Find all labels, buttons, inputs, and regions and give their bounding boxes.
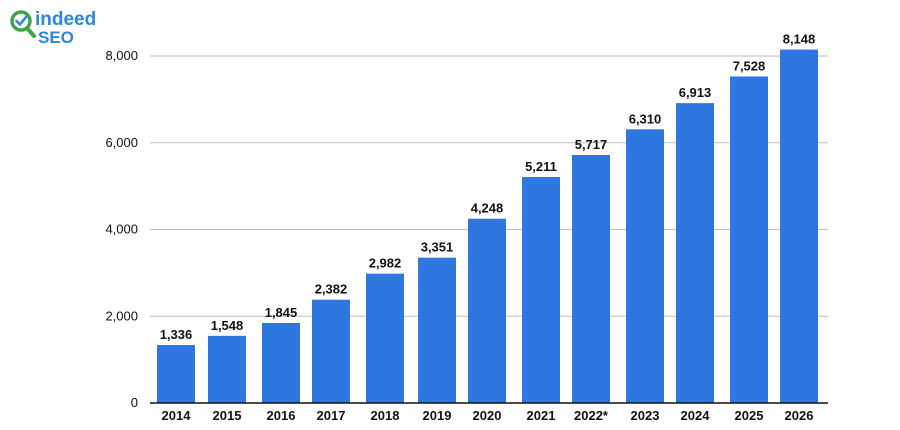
x-tick-label: 2017 (317, 408, 346, 423)
x-tick-label: 2025 (735, 408, 764, 423)
indeed-seo-logo: indeed SEO (10, 9, 96, 47)
bar-2020 (468, 218, 506, 403)
data-label: 6,310 (629, 111, 662, 126)
x-axis-ticks: 2014 2015 2016 2017 2018 2019 2020 2021 2022* 202… (162, 408, 814, 423)
data-label: 5,717 (575, 137, 608, 152)
bar-2021 (522, 176, 560, 403)
x-tick-label: 2022* (574, 408, 609, 423)
logo-text-seo: SEO (38, 28, 74, 47)
data-label: 4,248 (471, 201, 504, 216)
x-tick-label: 2019 (423, 408, 452, 423)
data-label: 1,336 (160, 327, 193, 342)
bar-2015 (208, 335, 246, 403)
x-tick-label: 2018 (371, 408, 400, 423)
bar-2017 (312, 299, 350, 403)
x-tick-label: 2020 (473, 408, 502, 423)
x-tick-label: 2026 (785, 408, 814, 423)
x-tick-label: 2023 (631, 408, 660, 423)
y-tick-label: 8,000 (105, 48, 138, 63)
data-label: 1,548 (211, 318, 244, 333)
y-tick-label: 4,000 (105, 222, 138, 237)
y-tick-label: 0 (131, 395, 138, 410)
y-tick-label: 2,000 (105, 308, 138, 323)
data-labels: 1,336 1,548 1,845 2,382 2,982 3,351 4,248 5,211… (160, 32, 816, 342)
data-label: 5,211 (525, 159, 557, 174)
x-tick-label: 2024 (681, 408, 711, 423)
bar-2022* (572, 155, 610, 403)
data-label: 2,982 (369, 256, 402, 271)
bar-2018 (366, 273, 404, 403)
bar-2016 (262, 322, 300, 403)
magnifier-check-icon (10, 10, 36, 38)
bar-2024 (676, 103, 714, 404)
bar-2026 (780, 49, 818, 403)
data-label: 6,913 (679, 85, 712, 100)
logo-text-indeed: indeed (35, 9, 96, 30)
x-tick-label: 2015 (213, 408, 242, 423)
data-label: 7,528 (733, 58, 766, 73)
data-label: 3,351 (421, 240, 454, 255)
data-label: 1,845 (265, 305, 298, 320)
bar-2014 (157, 345, 195, 403)
data-label: 8,148 (783, 32, 816, 47)
x-tick-label: 2021 (527, 408, 556, 423)
y-tick-label: 6,000 (105, 135, 138, 150)
bar-2019 (418, 257, 456, 403)
bar-2025 (730, 76, 768, 404)
bar-2023 (626, 129, 664, 403)
y-axis-ticks: 0 2,000 4,000 6,000 8,000 (105, 48, 138, 410)
gridlines (150, 55, 828, 317)
x-tick-label: 2016 (267, 408, 296, 423)
data-label: 2,382 (315, 282, 348, 297)
x-tick-label: 2014 (162, 408, 192, 423)
bars (157, 49, 818, 404)
